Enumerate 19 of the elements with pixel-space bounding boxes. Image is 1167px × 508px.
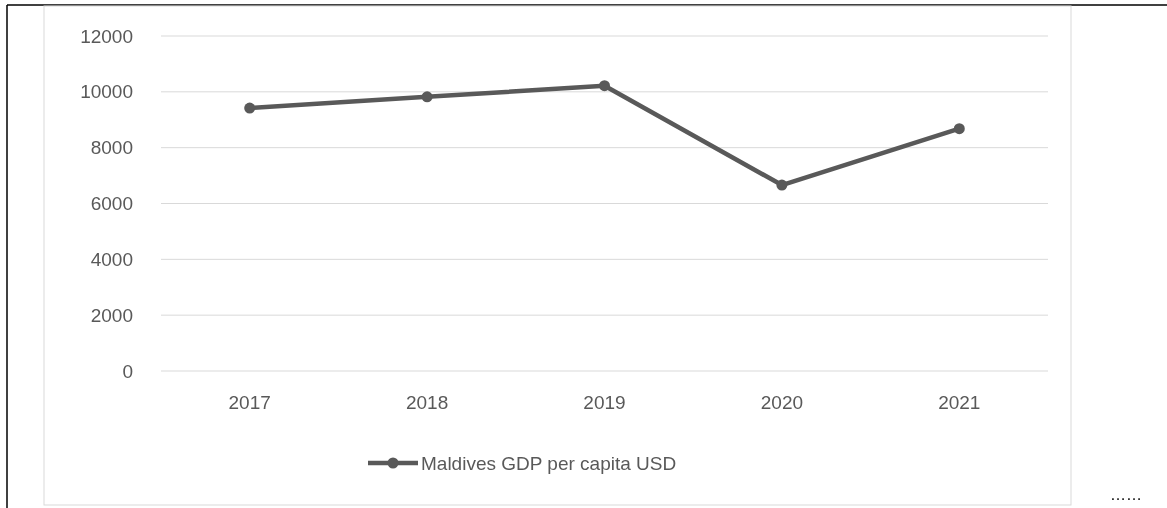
x-tick-label: 2021 xyxy=(938,392,981,413)
point xyxy=(599,80,610,92)
point xyxy=(953,123,965,135)
y-tick-label: 4000 xyxy=(90,248,133,270)
x-tick-label: 2019 xyxy=(583,392,626,413)
y-tick-label: 12000 xyxy=(80,25,133,47)
y-tick-label: 6000 xyxy=(90,193,133,215)
x-tick-label: 2020 xyxy=(760,392,804,413)
point xyxy=(244,102,256,114)
legend-label: Maldives GDP per capita USD xyxy=(421,452,677,474)
y-tick-label: 2000 xyxy=(90,304,133,326)
y-tick-label: 10000 xyxy=(80,81,133,103)
x-tick-label: 2017 xyxy=(228,392,271,413)
y-tick-label: 0 xyxy=(122,360,133,382)
text: …… xyxy=(1110,486,1142,503)
x-tick-label: 2018 xyxy=(405,392,449,413)
y-tick-label: 8000 xyxy=(90,137,133,159)
point xyxy=(776,179,788,191)
point xyxy=(421,91,433,103)
